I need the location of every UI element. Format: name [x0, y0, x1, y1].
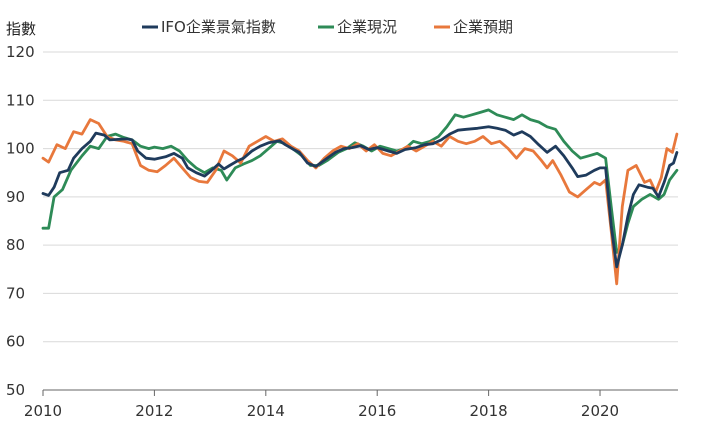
y-tick-label: 80: [6, 236, 25, 254]
y-tick-label: 70: [6, 284, 25, 302]
x-tick-label: 2014: [247, 402, 285, 420]
series-lines: [41, 108, 679, 286]
gridlines: [43, 51, 678, 391]
y-tick-labels: 50 60 70 80 90 100 110 120: [6, 43, 35, 399]
legend: IFO企業景氣指數 企業現況 企業預期: [142, 18, 513, 36]
x-tick-label: 2020: [581, 402, 619, 420]
y-tick-label: 90: [6, 188, 25, 206]
x-tick-labels: 2010 2012 2014 2016 2018 2020: [24, 390, 619, 420]
y-tick-label: 100: [6, 140, 35, 158]
x-tick-label: 2012: [135, 402, 173, 420]
legend-label: IFO企業景氣指數: [161, 18, 276, 36]
y-tick-label: 50: [6, 381, 25, 399]
y-tick-label: 120: [6, 43, 35, 61]
x-tick-label: 2018: [470, 402, 508, 420]
x-tick-label: 2016: [358, 402, 396, 420]
y-axis-label: 指數: [6, 20, 36, 38]
series-line-1: [41, 108, 679, 254]
legend-label: 企業預期: [453, 18, 513, 36]
x-tick-label: 2010: [24, 402, 62, 420]
legend-label: 企業現況: [337, 18, 397, 36]
y-tick-label: 60: [6, 333, 25, 351]
series-line-0: [41, 125, 679, 269]
y-tick-label: 110: [6, 91, 35, 109]
